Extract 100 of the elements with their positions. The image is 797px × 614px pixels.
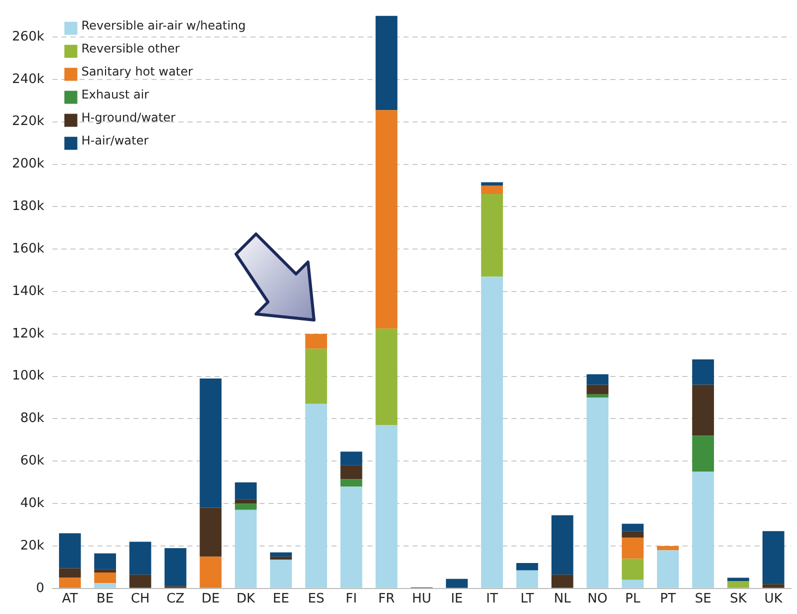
bar — [516, 562, 538, 570]
bar — [200, 508, 222, 557]
y-tick-label: 100k — [12, 368, 45, 384]
bar — [622, 580, 644, 588]
bar — [586, 398, 608, 588]
bar — [340, 486, 362, 588]
bar — [234, 510, 257, 588]
y-tick-label: 80k — [20, 411, 45, 426]
bar — [59, 568, 81, 578]
legend-label: H-ground/water — [81, 110, 176, 124]
bar — [234, 499, 257, 504]
bar — [762, 531, 784, 584]
bar — [551, 574, 574, 588]
bar — [94, 583, 116, 588]
bar — [234, 504, 257, 510]
y-tick-label: 260k — [12, 29, 45, 44]
y-tick-label: 200k — [12, 156, 45, 172]
y-tick-label: 60k — [20, 454, 45, 469]
legend-label: Reversible air-air w/heating — [81, 18, 246, 32]
bar — [376, 328, 398, 426]
x-tick-label: EE — [272, 592, 290, 607]
x-tick-label: DE — [202, 592, 220, 607]
bar — [200, 556, 222, 588]
bar — [692, 472, 714, 588]
bar — [94, 569, 116, 572]
bar — [622, 524, 644, 532]
x-tick-label: UK — [764, 592, 783, 607]
bar — [622, 538, 644, 559]
bar — [622, 531, 644, 538]
x-tick-label: IE — [450, 592, 463, 607]
legend-label: Sanitary hot water — [81, 64, 193, 78]
bar — [551, 515, 574, 575]
bar — [376, 16, 398, 110]
y-tick-label: 120k — [12, 326, 45, 342]
bar — [200, 378, 222, 508]
bar — [270, 556, 292, 560]
bar — [481, 276, 503, 588]
bar — [340, 452, 362, 466]
bar — [376, 425, 398, 588]
bar — [270, 560, 292, 588]
bar — [727, 580, 750, 588]
bar — [692, 436, 714, 472]
x-tick-label: NL — [554, 592, 572, 607]
bar — [376, 110, 398, 329]
bar — [270, 552, 292, 557]
bar — [94, 572, 116, 584]
bar — [234, 482, 257, 500]
bar — [622, 558, 644, 580]
bar — [305, 334, 328, 349]
y-tick-label: 0 — [36, 580, 44, 596]
legend-label: Exhaust air — [81, 87, 150, 102]
y-tick-label: 160k — [12, 241, 45, 256]
bar — [516, 570, 538, 588]
bar — [692, 384, 714, 436]
x-tick-label: DK — [236, 592, 256, 607]
bar — [446, 578, 468, 588]
x-tick-label: ES — [308, 592, 324, 607]
bar — [164, 548, 186, 586]
bar — [727, 578, 750, 581]
legend-label: H-air/water — [81, 133, 149, 148]
bar — [305, 348, 328, 404]
bar — [586, 374, 608, 385]
bar — [59, 533, 81, 568]
bar — [129, 574, 152, 588]
bar — [762, 584, 784, 588]
bar — [129, 542, 152, 575]
x-tick-label: SK — [730, 592, 748, 607]
bar — [656, 546, 679, 550]
bar — [94, 553, 116, 570]
x-tick-label: CH — [130, 592, 150, 607]
x-tick-label: NO — [588, 592, 608, 607]
x-tick-label: BE — [96, 592, 114, 607]
bar — [340, 465, 362, 480]
bar — [481, 182, 503, 186]
bar — [481, 194, 503, 277]
bar — [59, 578, 81, 588]
x-tick-label: FI — [346, 592, 357, 607]
x-tick-label: PL — [625, 592, 642, 607]
y-tick-label: 40k — [20, 496, 45, 511]
bar — [586, 394, 608, 398]
y-tick-label: 240k — [12, 72, 45, 87]
x-tick-label: AT — [62, 592, 78, 607]
x-tick-label: LT — [520, 592, 534, 607]
bar — [481, 185, 503, 194]
bar — [586, 384, 608, 394]
y-tick-label: 20k — [20, 538, 45, 554]
y-tick-label: 180k — [12, 199, 45, 214]
y-tick-label: 220k — [12, 114, 45, 130]
legend-label: Reversible other — [81, 41, 180, 56]
bar — [656, 550, 679, 588]
bar — [340, 479, 362, 487]
bar — [692, 359, 714, 385]
x-tick-label: CZ — [166, 592, 185, 607]
bar — [305, 404, 328, 588]
x-tick-label: HU — [412, 592, 432, 607]
x-tick-label: FR — [378, 592, 395, 607]
x-tick-label: SE — [694, 592, 712, 607]
x-tick-label: IT — [486, 592, 498, 607]
y-tick-label: 140k — [12, 284, 45, 299]
x-tick-label: PT — [660, 592, 676, 607]
